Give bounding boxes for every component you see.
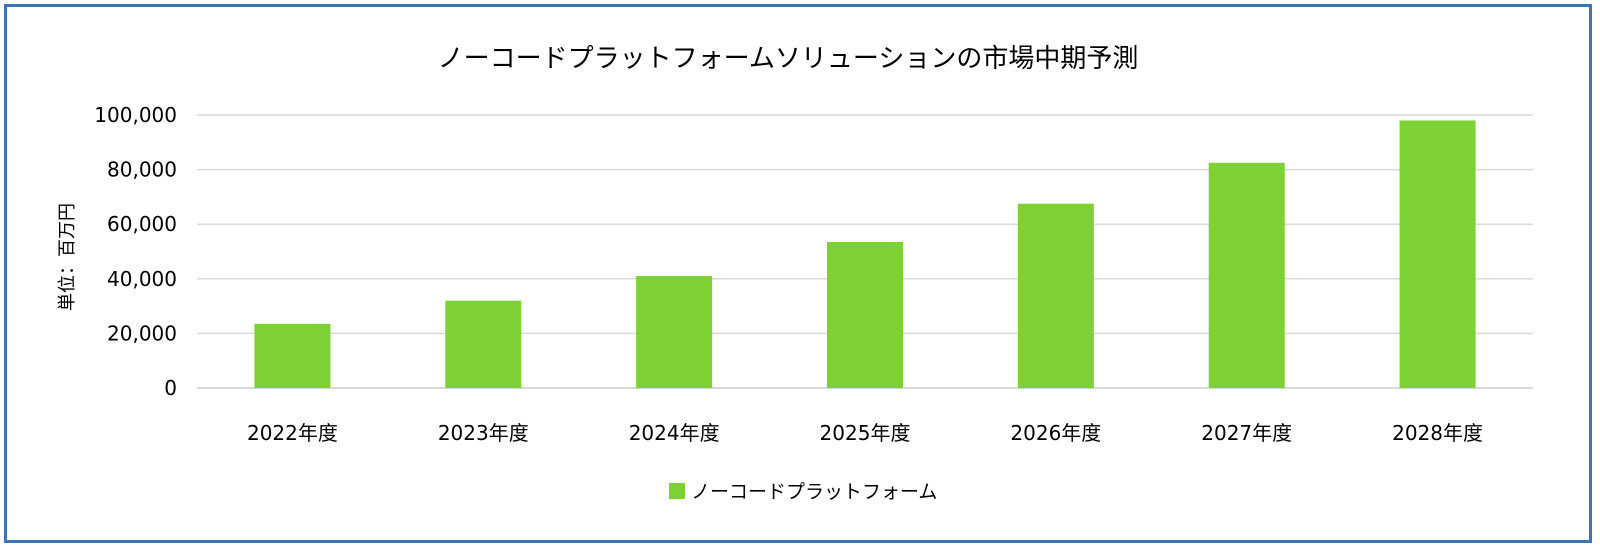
chart-title: ノーコードプラットフォームソリューションの市場中期予測 (438, 44, 1139, 74)
x-tick-labels: 2022年度 2023年度 2024年度 2025年度 2026年度 2027年度 2028… (247, 421, 1483, 445)
y-tick-labels: 0 20,000 40,000 60,000 80,000 100,000 (94, 103, 177, 400)
x-tick-label: 2026年度 (1010, 421, 1101, 445)
y-tick-label: 40,000 (107, 267, 177, 291)
bar (1017, 203, 1094, 388)
y-tick-label: 20,000 (107, 321, 177, 345)
legend-swatch (669, 483, 685, 499)
x-tick-label: 2028年度 (1392, 421, 1483, 445)
bar (254, 323, 331, 388)
x-tick-label: 2022年度 (247, 421, 338, 445)
bar (445, 300, 522, 388)
x-tick-label: 2027年度 (1201, 421, 1292, 445)
y-tick-label: 100,000 (94, 103, 177, 127)
y-tick-label: 80,000 (107, 158, 177, 182)
y-axis-label: 単位：百万円 (57, 203, 78, 311)
bar (1208, 162, 1285, 388)
x-tick-label: 2025年度 (820, 421, 911, 445)
bar (636, 276, 713, 388)
y-tick-label: 60,000 (107, 212, 177, 236)
x-tick-label: 2023年度 (438, 421, 529, 445)
y-tick-label: 0 (164, 376, 177, 400)
legend: ノーコードプラットフォーム (669, 481, 937, 503)
x-tick-label: 2024年度 (629, 421, 720, 445)
bar (827, 241, 903, 388)
bars (254, 120, 1476, 389)
chart: ノーコードプラットフォームソリューションの市場中期予測 単位：百万円 0 20,0… (57, 44, 1533, 503)
bar (1399, 120, 1476, 389)
legend-label: ノーコードプラットフォーム (691, 481, 937, 503)
chart-frame: ノーコードプラットフォームソリューションの市場中期予測 単位：百万円 0 20,0… (4, 4, 1592, 543)
